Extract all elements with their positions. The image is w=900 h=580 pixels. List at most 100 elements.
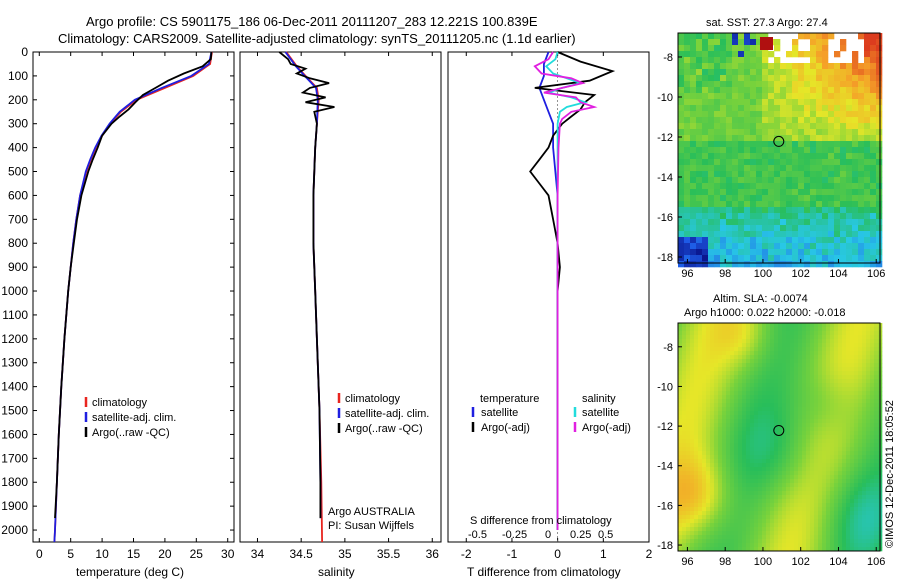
map-cell bbox=[718, 527, 723, 532]
map-cell bbox=[834, 75, 841, 82]
map-cell bbox=[678, 141, 685, 148]
map-cell bbox=[870, 339, 875, 344]
map-cell bbox=[738, 439, 743, 444]
map-cell bbox=[730, 351, 735, 356]
map-cell bbox=[702, 225, 709, 232]
map-cell bbox=[818, 359, 823, 364]
map-cell bbox=[754, 511, 759, 516]
map-cell bbox=[750, 419, 755, 424]
map-cell bbox=[694, 511, 699, 516]
map-cell bbox=[738, 195, 745, 202]
map-cell bbox=[720, 201, 727, 208]
map-cell bbox=[738, 81, 745, 88]
map-cell bbox=[744, 237, 751, 244]
map-cell bbox=[846, 129, 853, 136]
map-cell bbox=[838, 351, 843, 356]
map-cell bbox=[690, 463, 695, 468]
map-cell bbox=[834, 383, 839, 388]
map-cell bbox=[766, 331, 771, 336]
map-cell bbox=[762, 261, 769, 268]
map-cell bbox=[730, 395, 735, 400]
map-cell bbox=[730, 391, 735, 396]
map-cell bbox=[846, 87, 853, 94]
map-cell bbox=[722, 395, 727, 400]
map-cell bbox=[698, 511, 703, 516]
map-cell bbox=[774, 427, 779, 432]
map-cell bbox=[722, 415, 727, 420]
map-cell bbox=[810, 447, 815, 452]
map-cell bbox=[702, 503, 707, 508]
map-cell bbox=[738, 467, 743, 472]
map-cell bbox=[758, 479, 763, 484]
map-cell bbox=[870, 527, 875, 532]
map-cell bbox=[742, 423, 747, 428]
map-cell bbox=[774, 479, 779, 484]
map-cell bbox=[830, 387, 835, 392]
map-cell bbox=[708, 255, 715, 262]
map-cell bbox=[774, 57, 781, 64]
map-cell bbox=[738, 331, 743, 336]
map-cell bbox=[762, 455, 767, 460]
map-cell bbox=[854, 463, 859, 468]
map-cell bbox=[830, 511, 835, 516]
map-cell bbox=[714, 231, 721, 238]
temperature-axes bbox=[32, 51, 235, 543]
map-cell bbox=[774, 45, 781, 52]
map-cell bbox=[874, 543, 879, 548]
map-cell bbox=[834, 491, 839, 496]
map-cell bbox=[870, 81, 877, 88]
map-cell bbox=[766, 415, 771, 420]
map-cell bbox=[732, 207, 739, 214]
map-cell bbox=[706, 503, 711, 508]
map-cell bbox=[862, 355, 867, 360]
map-cell bbox=[792, 255, 799, 262]
map-cell bbox=[802, 383, 807, 388]
map-cell bbox=[846, 407, 851, 412]
map-cell bbox=[854, 403, 859, 408]
map-cell bbox=[782, 515, 787, 520]
map-cell bbox=[770, 543, 775, 548]
map-y-tick-label: -18 bbox=[657, 540, 673, 552]
map-cell bbox=[706, 371, 711, 376]
map-cell bbox=[766, 511, 771, 516]
map-cell bbox=[806, 495, 811, 500]
map-cell bbox=[710, 327, 715, 332]
map-cell bbox=[802, 443, 807, 448]
map-cell bbox=[768, 165, 775, 172]
map-cell bbox=[714, 81, 721, 88]
map-cell bbox=[750, 459, 755, 464]
map-cell bbox=[834, 523, 839, 528]
map-cell bbox=[814, 419, 819, 424]
map-cell bbox=[798, 383, 803, 388]
map-cell bbox=[774, 159, 781, 166]
map-cell bbox=[702, 183, 709, 190]
map-cell bbox=[738, 75, 745, 82]
map-cell bbox=[806, 419, 811, 424]
map-cell bbox=[750, 375, 755, 380]
map-cell bbox=[792, 213, 799, 220]
map-cell bbox=[822, 123, 829, 130]
map-cell bbox=[864, 63, 871, 70]
map-cell bbox=[734, 407, 739, 412]
map-cell bbox=[684, 195, 691, 202]
map-cell bbox=[862, 547, 867, 552]
map-cell bbox=[722, 487, 727, 492]
map-cell bbox=[798, 479, 803, 484]
map-cell bbox=[706, 547, 711, 552]
map-cell bbox=[738, 165, 745, 172]
map-cell bbox=[698, 351, 703, 356]
map-cell bbox=[754, 395, 759, 400]
map-cell bbox=[792, 177, 799, 184]
map-cell bbox=[826, 347, 831, 352]
map-cell bbox=[742, 463, 747, 468]
map-cell bbox=[822, 207, 829, 214]
map-cell bbox=[802, 495, 807, 500]
map-cell bbox=[718, 531, 723, 536]
map-cell bbox=[714, 93, 721, 100]
map-cell bbox=[780, 171, 787, 178]
map-cell bbox=[678, 111, 685, 118]
title-line-2: Climatology: CARS2009. Satellite-adjuste… bbox=[58, 31, 576, 46]
map-cell bbox=[866, 487, 871, 492]
map-cell bbox=[722, 407, 727, 412]
map-cell bbox=[876, 213, 883, 220]
